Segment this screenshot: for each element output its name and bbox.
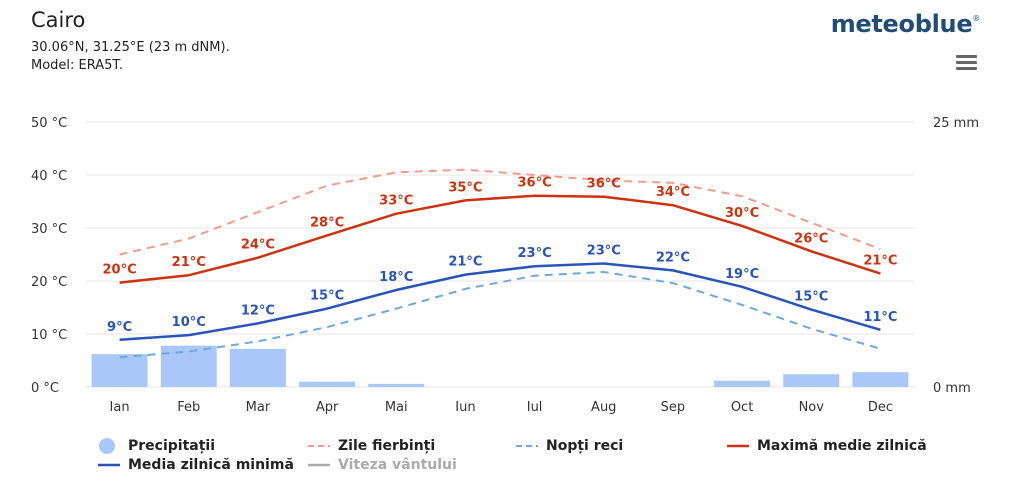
precipitation-bar (714, 380, 771, 387)
precipitation-bar (852, 372, 909, 387)
min-data-label: 22°C (656, 250, 690, 265)
y-right-tick-label: 0 mm (933, 381, 971, 396)
legend-precipitation[interactable]: Precipitații (98, 438, 215, 454)
min-data-label: 11°C (863, 310, 897, 325)
x-tick-label: Aug (591, 400, 616, 415)
dashed-line-icon (308, 440, 330, 452)
x-tick-label: Dec (868, 400, 893, 415)
precipitation-bar (368, 383, 425, 387)
x-tick-label: Sep (661, 400, 686, 415)
max-daily-line (119, 194, 881, 284)
legend-max-daily[interactable]: Maximă medie zilnică (727, 438, 927, 454)
legend-wind-speed[interactable]: Viteza vântului (308, 457, 457, 473)
y-left-tick-label: 0 °C (31, 381, 59, 396)
max-data-label: 28°C (310, 215, 344, 230)
max-data-label: 24°C (241, 238, 275, 253)
meteoblue-logo[interactable]: meteoblue® (830, 10, 981, 38)
min-data-label: 10°C (172, 315, 206, 330)
max-data-label: 36°C (587, 177, 621, 192)
min-data-label: 19°C (725, 267, 759, 282)
min-data-label: 23°C (518, 246, 552, 261)
x-tick-label: Iun (455, 400, 475, 415)
solid-line-icon (727, 440, 749, 452)
x-tick-label: Ian (110, 400, 130, 415)
city-title: Cairo (31, 8, 86, 32)
coordinates-text: 30.06°N, 31.25°E (23 m dNM). (31, 40, 230, 55)
max-data-label: 36°C (518, 176, 552, 191)
y-left-tick-label: 50 °C (31, 116, 67, 131)
cold-nights-line (119, 271, 881, 359)
y-left-tick-label: 40 °C (31, 169, 67, 184)
max-data-label: 21°C (863, 254, 897, 269)
min-data-label: 21°C (448, 255, 482, 270)
legend-label: Viteza vântului (338, 457, 457, 473)
min-data-label: 18°C (379, 270, 413, 285)
min-data-label: 15°C (310, 289, 344, 304)
y-left-tick-label: 20 °C (31, 275, 67, 290)
max-data-label: 33°C (379, 194, 413, 209)
precipitation-bar (91, 354, 148, 387)
max-data-label: 26°C (794, 231, 828, 246)
menu-bar (956, 61, 977, 64)
legend-hot-days[interactable]: Zile fierbinți (308, 438, 435, 454)
min-data-label: 23°C (587, 244, 621, 259)
precipitation-bar (299, 381, 356, 387)
menu-bar (956, 67, 977, 70)
precipitation-bar (160, 345, 217, 387)
legend-cold-nights[interactable]: Nopți reci (516, 438, 623, 454)
hot-days-line (119, 168, 881, 256)
precipitation-bar (783, 374, 840, 387)
legend-label: Media zilnică minimă (128, 457, 294, 473)
logo-text: meteoblue (830, 10, 973, 38)
circle-icon (98, 438, 120, 454)
min-data-label: 15°C (794, 290, 828, 305)
solid-line-icon (98, 459, 120, 471)
legend-label: Precipitații (128, 438, 216, 454)
max-data-label: 34°C (656, 185, 690, 200)
legend-min-daily[interactable]: Media zilnică minimă (98, 457, 294, 473)
dashed-line-icon (516, 440, 538, 452)
x-tick-label: Apr (316, 400, 339, 415)
max-data-label: 35°C (448, 180, 482, 195)
min-daily-line (119, 262, 881, 342)
max-data-label: 30°C (725, 206, 759, 221)
x-tick-label: Mai (385, 400, 408, 415)
y-right-tick-label: 25 mm (933, 116, 979, 131)
x-tick-label: Mar (246, 400, 271, 415)
model-text: Model: ERA5T. (31, 58, 123, 73)
legend-label: Zile fierbinți (338, 438, 436, 454)
y-left-tick-label: 30 °C (31, 222, 67, 237)
legend-label: Maximă medie zilnică (757, 438, 927, 454)
precipitation-bar (229, 348, 286, 387)
x-tick-label: Feb (177, 400, 200, 415)
x-tick-label: Iul (527, 400, 543, 415)
legend-label: Nopți reci (546, 438, 624, 454)
menu-bar (956, 55, 977, 58)
max-data-label: 20°C (103, 263, 137, 278)
hamburger-icon[interactable] (956, 55, 977, 73)
x-tick-label: Oct (731, 400, 753, 415)
min-data-label: 9°C (107, 320, 132, 335)
registered-mark: ® (972, 14, 980, 23)
min-data-label: 12°C (241, 303, 275, 318)
x-tick-label: Nov (799, 400, 825, 415)
solid-line-icon (308, 459, 330, 471)
y-left-tick-label: 10 °C (31, 328, 67, 343)
max-data-label: 21°C (172, 255, 206, 270)
